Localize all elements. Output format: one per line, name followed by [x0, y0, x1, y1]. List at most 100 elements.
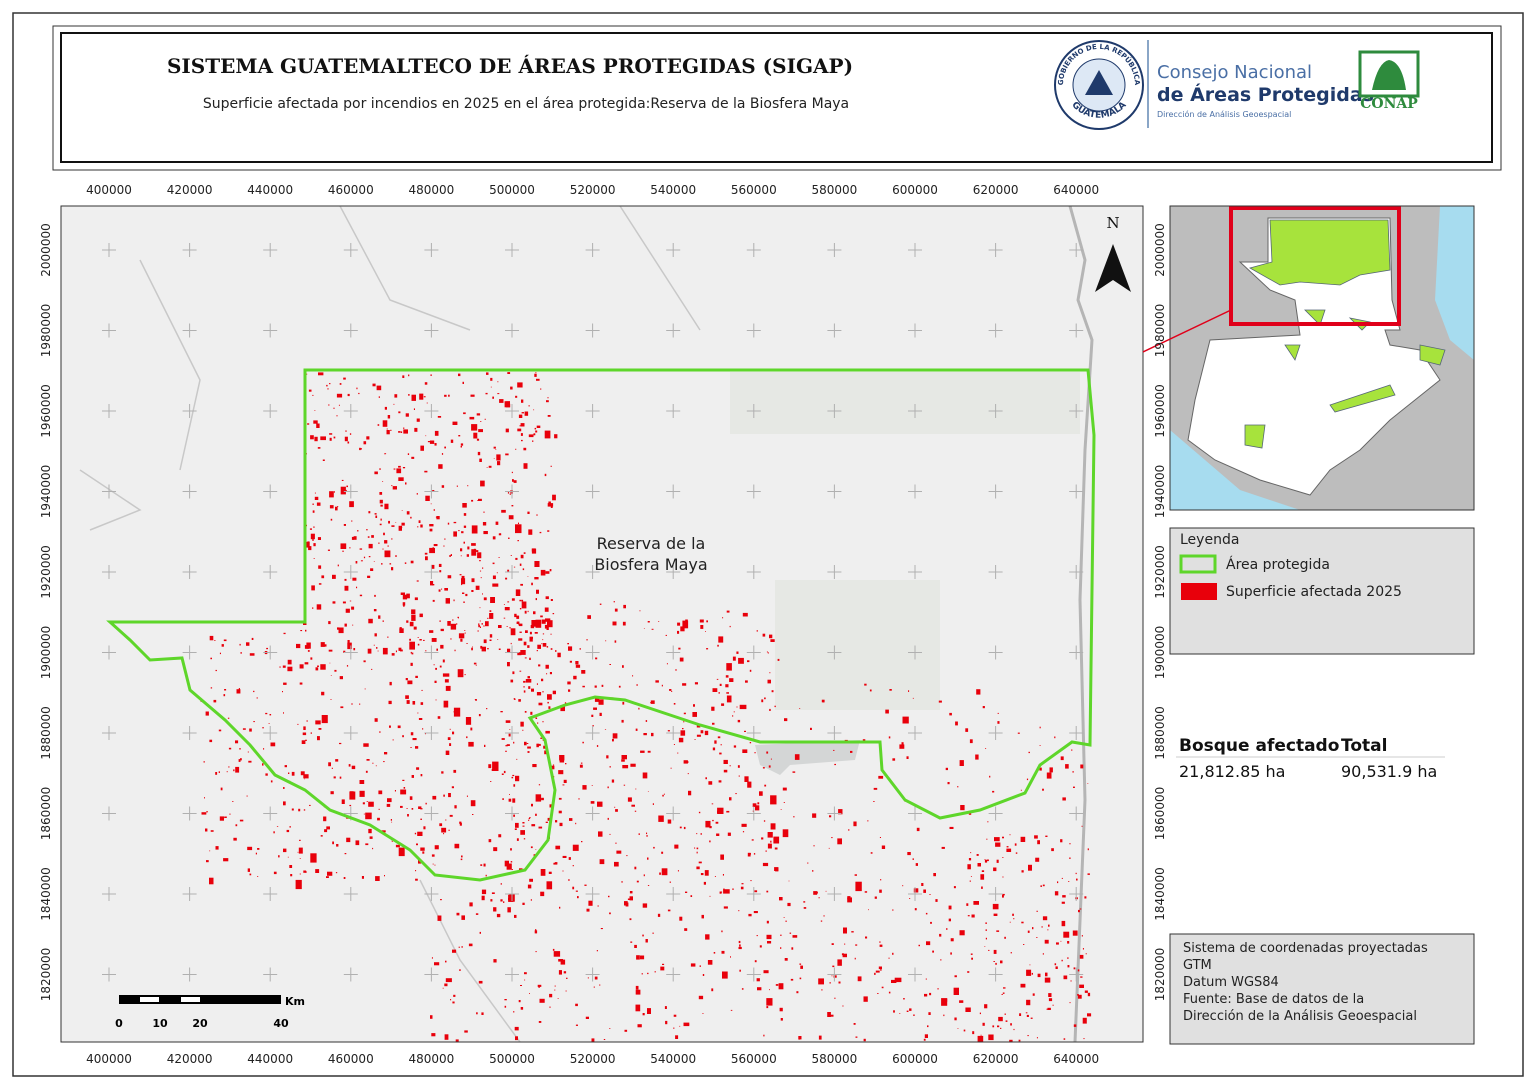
fire-speck [923, 1038, 926, 1041]
fire-speck [979, 1012, 981, 1015]
fire-speck [303, 809, 306, 811]
fire-speck [696, 866, 700, 870]
fire-speck [518, 1000, 521, 1003]
fire-speck [727, 832, 731, 836]
fire-speck [702, 1013, 704, 1014]
fire-speck [1087, 848, 1089, 851]
fire-speck [214, 640, 216, 641]
fire-speck [864, 683, 867, 686]
legend-item: Área protegida [1226, 556, 1330, 573]
fire-speck [364, 688, 366, 690]
fire-speck [670, 767, 672, 769]
fire-speck [510, 386, 513, 390]
fire-speck [253, 690, 255, 693]
fire-speck [568, 646, 573, 651]
fire-speck [426, 402, 428, 404]
fire-speck [464, 630, 466, 631]
fire-speck [238, 759, 241, 762]
fire-speck [463, 601, 465, 603]
fire-speck [837, 838, 842, 845]
fire-speck [474, 428, 476, 430]
fire-speck [419, 639, 422, 641]
grid-cross [827, 565, 842, 579]
fire-speck [425, 650, 427, 652]
fire-speck [591, 714, 594, 717]
grid-cross [102, 484, 116, 499]
fire-speck [279, 666, 281, 668]
fire-speck [536, 683, 538, 685]
x-tick-label: 600000 [892, 183, 938, 197]
fire-speck [326, 384, 328, 387]
fire-speck [517, 652, 522, 656]
fire-speck [210, 657, 212, 660]
fire-speck [963, 1029, 966, 1032]
fire-speck [359, 594, 363, 597]
fire-speck [511, 632, 513, 635]
fire-speck [622, 701, 625, 705]
fire-speck [1072, 771, 1074, 773]
fire-speck [705, 820, 711, 828]
fire-speck [1081, 935, 1083, 937]
fire-speck [410, 662, 413, 666]
fire-speck [542, 691, 544, 693]
fire-speck [452, 949, 457, 953]
fire-speck [405, 413, 409, 417]
fire-speck [384, 453, 386, 455]
fire-speck [982, 1022, 985, 1026]
fire-speck [1002, 992, 1005, 994]
fire-speck [663, 793, 665, 795]
fire-speck [542, 633, 545, 635]
fire-speck [346, 665, 349, 667]
fire-speck [356, 586, 358, 589]
fire-speck [527, 884, 532, 889]
fire-speck [721, 703, 725, 706]
grid-cross [182, 243, 197, 257]
fire-speck [403, 427, 405, 429]
fire-speck [452, 619, 454, 621]
fire-speck [501, 738, 505, 740]
fire-speck [307, 650, 310, 652]
fire-speck [483, 863, 486, 867]
fire-speck [510, 679, 514, 683]
grid-cross [102, 404, 116, 418]
fire-speck [578, 798, 580, 800]
fire-speck [488, 839, 492, 843]
grid-cross [1069, 484, 1084, 499]
fire-speck [766, 751, 769, 754]
fire-speck [1048, 993, 1052, 997]
fire-speck [418, 806, 422, 809]
fire-speck [347, 642, 352, 650]
fire-speck [320, 835, 323, 837]
fire-speck [678, 737, 684, 743]
fire-speck [915, 863, 918, 866]
fire-speck [554, 989, 556, 991]
emblem-icon [1085, 70, 1113, 95]
fire-speck [988, 1034, 994, 1041]
fire-speck [324, 644, 327, 647]
fire-speck [820, 920, 823, 922]
fire-speck [829, 1014, 834, 1017]
fire-speck [522, 822, 525, 824]
fire-speck [528, 529, 533, 535]
fire-speck [770, 795, 777, 805]
fire-speck [313, 558, 315, 559]
fire-speck [478, 714, 481, 717]
fire-speck [1079, 984, 1084, 988]
fire-speck [631, 804, 635, 807]
fire-speck [479, 560, 481, 562]
fire-speck [320, 642, 325, 647]
fire-speck [542, 721, 544, 723]
fire-speck [449, 743, 452, 746]
fire-speck [376, 385, 382, 391]
fire-speck [953, 886, 956, 889]
fire-speck [662, 963, 665, 965]
fire-speck [513, 741, 515, 744]
fire-speck [664, 1006, 667, 1009]
fire-speck [439, 620, 441, 622]
fire-speck [304, 778, 306, 780]
grid-cross [988, 887, 1003, 901]
fire-speck [555, 845, 561, 850]
fire-speck [530, 636, 533, 639]
fire-speck [471, 499, 474, 502]
fire-speck [1060, 839, 1063, 843]
